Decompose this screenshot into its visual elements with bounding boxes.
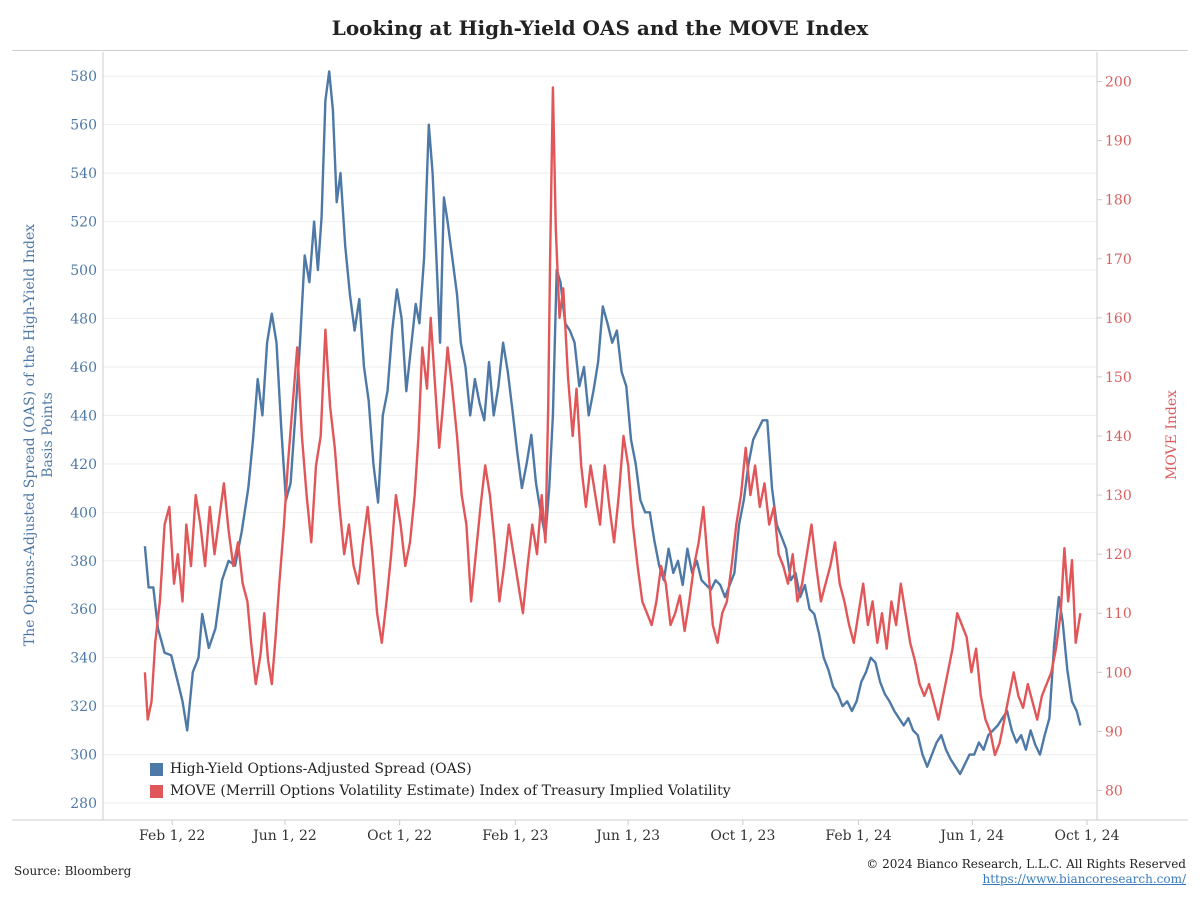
y-left-tick-label: 540: [70, 166, 97, 182]
x-tick-label: Oct 1, 24: [1054, 828, 1119, 844]
y-right-tick-label: 150: [1105, 370, 1132, 386]
y-left-tick-label: 320: [70, 699, 97, 715]
legend-item-move: MOVE (Merrill Options Volatility Estimat…: [150, 780, 731, 802]
x-tick-label: Feb 1, 24: [825, 828, 891, 844]
y-left-tick-label: 480: [70, 311, 97, 327]
y-left-tick-label: 380: [70, 554, 97, 570]
y-right-tick-label: 200: [1105, 75, 1132, 91]
y-right-tick-label: 80: [1105, 783, 1123, 799]
y-left-tick-label: 440: [70, 408, 97, 424]
y-left-tick-label: 420: [70, 457, 97, 473]
legend-item-oas: High-Yield Options-Adjusted Spread (OAS): [150, 758, 731, 780]
legend-label-move: MOVE (Merrill Options Volatility Estimat…: [170, 783, 731, 799]
y-left-tick-label: 340: [70, 651, 97, 667]
chart-title: Looking at High-Yield OAS and the MOVE I…: [331, 16, 869, 40]
y-left-tick-label: 500: [70, 263, 97, 279]
x-tick-label: Jun 1, 24: [938, 828, 1004, 844]
y-axis-left-unit-label: Basis Points: [40, 392, 56, 478]
y-right-tick-label: 180: [1105, 193, 1132, 209]
tick-labels: 280 300 320 340 360 380 400 420 440 460 480 500 520 5…: [70, 69, 1131, 844]
y-left-tick-label: 300: [70, 748, 97, 764]
legend-swatch-oas: [150, 762, 163, 776]
website-link[interactable]: https://www.biancoresearch.com/: [982, 872, 1186, 886]
x-tick-label: Feb 1, 23: [482, 828, 548, 844]
y-right-tick-label: 110: [1105, 606, 1132, 622]
y-right-tick-label: 190: [1105, 134, 1132, 150]
y-left-tick-label: 360: [70, 602, 97, 618]
y-right-tick-label: 170: [1105, 252, 1132, 268]
series-line-oas: [143, 70, 1082, 776]
y-right-tick-label: 140: [1105, 429, 1132, 445]
legend-swatch-move: [150, 784, 163, 798]
y-right-tick-label: 120: [1105, 547, 1132, 563]
copyright-note: © 2024 Bianco Research, L.L.C. All Right…: [866, 857, 1186, 871]
source-note: Source: Bloomberg: [14, 864, 132, 878]
y-left-tick-label: 460: [70, 360, 97, 376]
y-right-tick-label: 90: [1105, 724, 1123, 740]
series-lines: [143, 70, 1082, 776]
x-tick-label: Oct 1, 23: [710, 828, 775, 844]
y-axis-right-label: MOVE Index: [1164, 390, 1180, 480]
y-left-tick-label: 280: [70, 796, 97, 812]
x-tick-label: Jun 1, 23: [594, 828, 660, 844]
y-right-tick-label: 160: [1105, 311, 1132, 327]
y-left-tick-label: 580: [70, 69, 97, 85]
y-left-tick-label: 400: [70, 505, 97, 521]
y-right-tick-label: 130: [1105, 488, 1132, 504]
y-left-tick-label: 520: [70, 215, 97, 231]
x-tick-label: Oct 1, 22: [367, 828, 432, 844]
x-tick-label: Jun 1, 22: [251, 828, 317, 844]
axes: [12, 52, 1188, 825]
x-tick-label: Feb 1, 22: [139, 828, 205, 844]
y-right-tick-label: 100: [1105, 665, 1132, 681]
legend: High-Yield Options-Adjusted Spread (OAS)…: [150, 758, 731, 802]
y-axis-left-label: The Options-Adjusted Spread (OAS) of the…: [22, 224, 38, 647]
y-left-tick-label: 560: [70, 118, 97, 134]
title-divider: [12, 50, 1188, 51]
series-line-move: [143, 86, 1082, 757]
legend-label-oas: High-Yield Options-Adjusted Spread (OAS): [170, 761, 472, 777]
